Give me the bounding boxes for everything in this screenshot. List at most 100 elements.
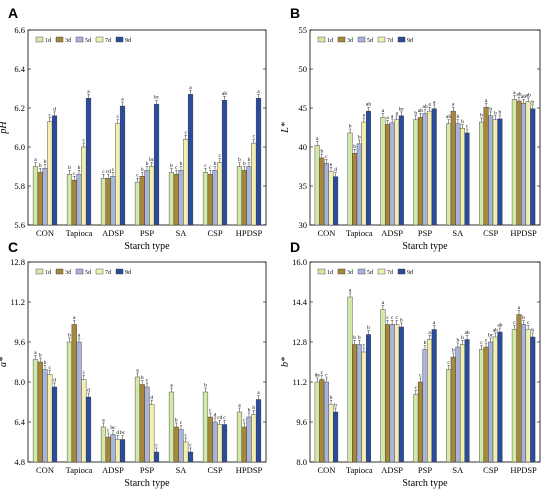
bar-3d: [207, 174, 213, 226]
sig-label: a: [78, 333, 81, 339]
sig-label: bc: [120, 430, 126, 436]
x-tick-label: SA: [452, 228, 464, 238]
legend-label: 7d: [387, 38, 393, 44]
sig-label: ab: [526, 92, 531, 98]
sig-label: b: [334, 403, 337, 409]
x-tick-label: HPDSP: [510, 465, 537, 475]
sig-label: c: [485, 338, 488, 344]
legend-swatch: [357, 36, 366, 43]
panel-letter: D: [290, 239, 300, 255]
bar-1d: [380, 309, 386, 463]
bar-7d: [459, 128, 465, 226]
sig-label: b: [349, 124, 352, 130]
sig-label: d: [53, 106, 56, 112]
sig-label: b: [456, 114, 459, 120]
bar-1d: [168, 391, 175, 463]
sig-label: c: [136, 173, 139, 179]
legend-swatch: [115, 268, 124, 275]
x-axis-label: Starch type: [124, 241, 170, 252]
bar-9d: [119, 105, 126, 226]
sig-label: a: [518, 305, 521, 311]
bar-7d: [217, 424, 223, 463]
sig-label: b: [243, 161, 246, 167]
legend-swatch: [337, 268, 346, 275]
sig-label: c: [102, 169, 105, 175]
legend-swatch: [377, 268, 386, 275]
sig-label: c: [189, 443, 192, 449]
y-tick-label: 16.0: [292, 257, 307, 267]
bar-1d: [511, 99, 517, 226]
sig-label: ab: [446, 114, 451, 120]
bar-5d: [76, 174, 82, 226]
sig-label: b: [39, 163, 42, 169]
bar-7d: [149, 404, 155, 463]
x-tick-label: CSP: [483, 465, 498, 475]
bar-9d: [187, 451, 194, 463]
x-tick-label: Tapioca: [346, 465, 373, 475]
bar-3d: [516, 314, 522, 463]
x-axis-label: Starch type: [402, 478, 448, 489]
bar-3d: [385, 324, 391, 463]
bar-3d: [417, 117, 423, 226]
bar-9d: [153, 451, 160, 463]
sig-label: c: [527, 320, 530, 326]
x-tick-label: ADSP: [102, 465, 124, 475]
sig-label: a: [382, 300, 385, 306]
sig-label: a: [452, 102, 455, 108]
bar-3d: [173, 174, 179, 226]
sig-label: b: [531, 328, 534, 334]
sig-label: b: [400, 318, 403, 324]
panel-letter: A: [8, 5, 18, 21]
bar-1d: [134, 376, 141, 463]
legend-swatch: [115, 36, 124, 43]
bar-1d: [32, 359, 39, 463]
sig-label: b: [44, 159, 47, 165]
sig-label: bc: [110, 425, 116, 431]
bar-5d: [42, 168, 48, 226]
x-tick-label: CSP: [483, 228, 498, 238]
bar-3d: [241, 426, 247, 463]
bar-7d: [361, 121, 367, 226]
x-axis-label: Starch type: [402, 241, 448, 252]
bar-7d: [525, 101, 531, 226]
bar-7d: [251, 142, 257, 226]
bar-5d: [389, 122, 395, 226]
bar-3d: [173, 426, 179, 463]
legend-swatch: [95, 268, 104, 275]
x-tick-label: CON: [36, 228, 54, 238]
legend-swatch: [397, 268, 406, 275]
legend-label: 1d: [327, 270, 333, 276]
sig-label: a: [433, 99, 436, 105]
sig-label: b: [68, 165, 71, 171]
legend-label: 9d: [407, 270, 413, 276]
bar-9d: [464, 132, 470, 226]
bar-7d: [115, 123, 121, 226]
sig-label: a: [34, 350, 37, 356]
legend-label: 9d: [407, 38, 413, 44]
sig-label: c: [112, 167, 115, 173]
sig-label: a: [73, 315, 76, 321]
sig-label: a: [513, 90, 516, 96]
x-tick-label: CON: [317, 228, 335, 238]
y-tick-label: 4.8: [14, 457, 25, 467]
bar-9d: [85, 98, 92, 226]
y-tick-label: 9.6: [296, 417, 307, 427]
legend-label: 7d: [105, 270, 111, 276]
x-tick-label: CON: [317, 465, 335, 475]
sig-label: b: [522, 315, 525, 321]
legend: 1d 3d 5d 7d 9d: [317, 268, 413, 276]
sig-label: ab: [497, 323, 502, 329]
bar-9d: [51, 115, 58, 226]
sig-label: b: [494, 110, 497, 116]
y-tick-label: 11.2: [292, 377, 307, 387]
x-tick-label: PSP: [140, 465, 154, 475]
bar-5d: [178, 170, 184, 226]
bar-1d: [479, 349, 485, 463]
sig-label: c: [363, 343, 366, 349]
sig-label: b: [238, 157, 241, 163]
bar-7d: [47, 121, 53, 226]
sig-label: a: [34, 157, 37, 163]
